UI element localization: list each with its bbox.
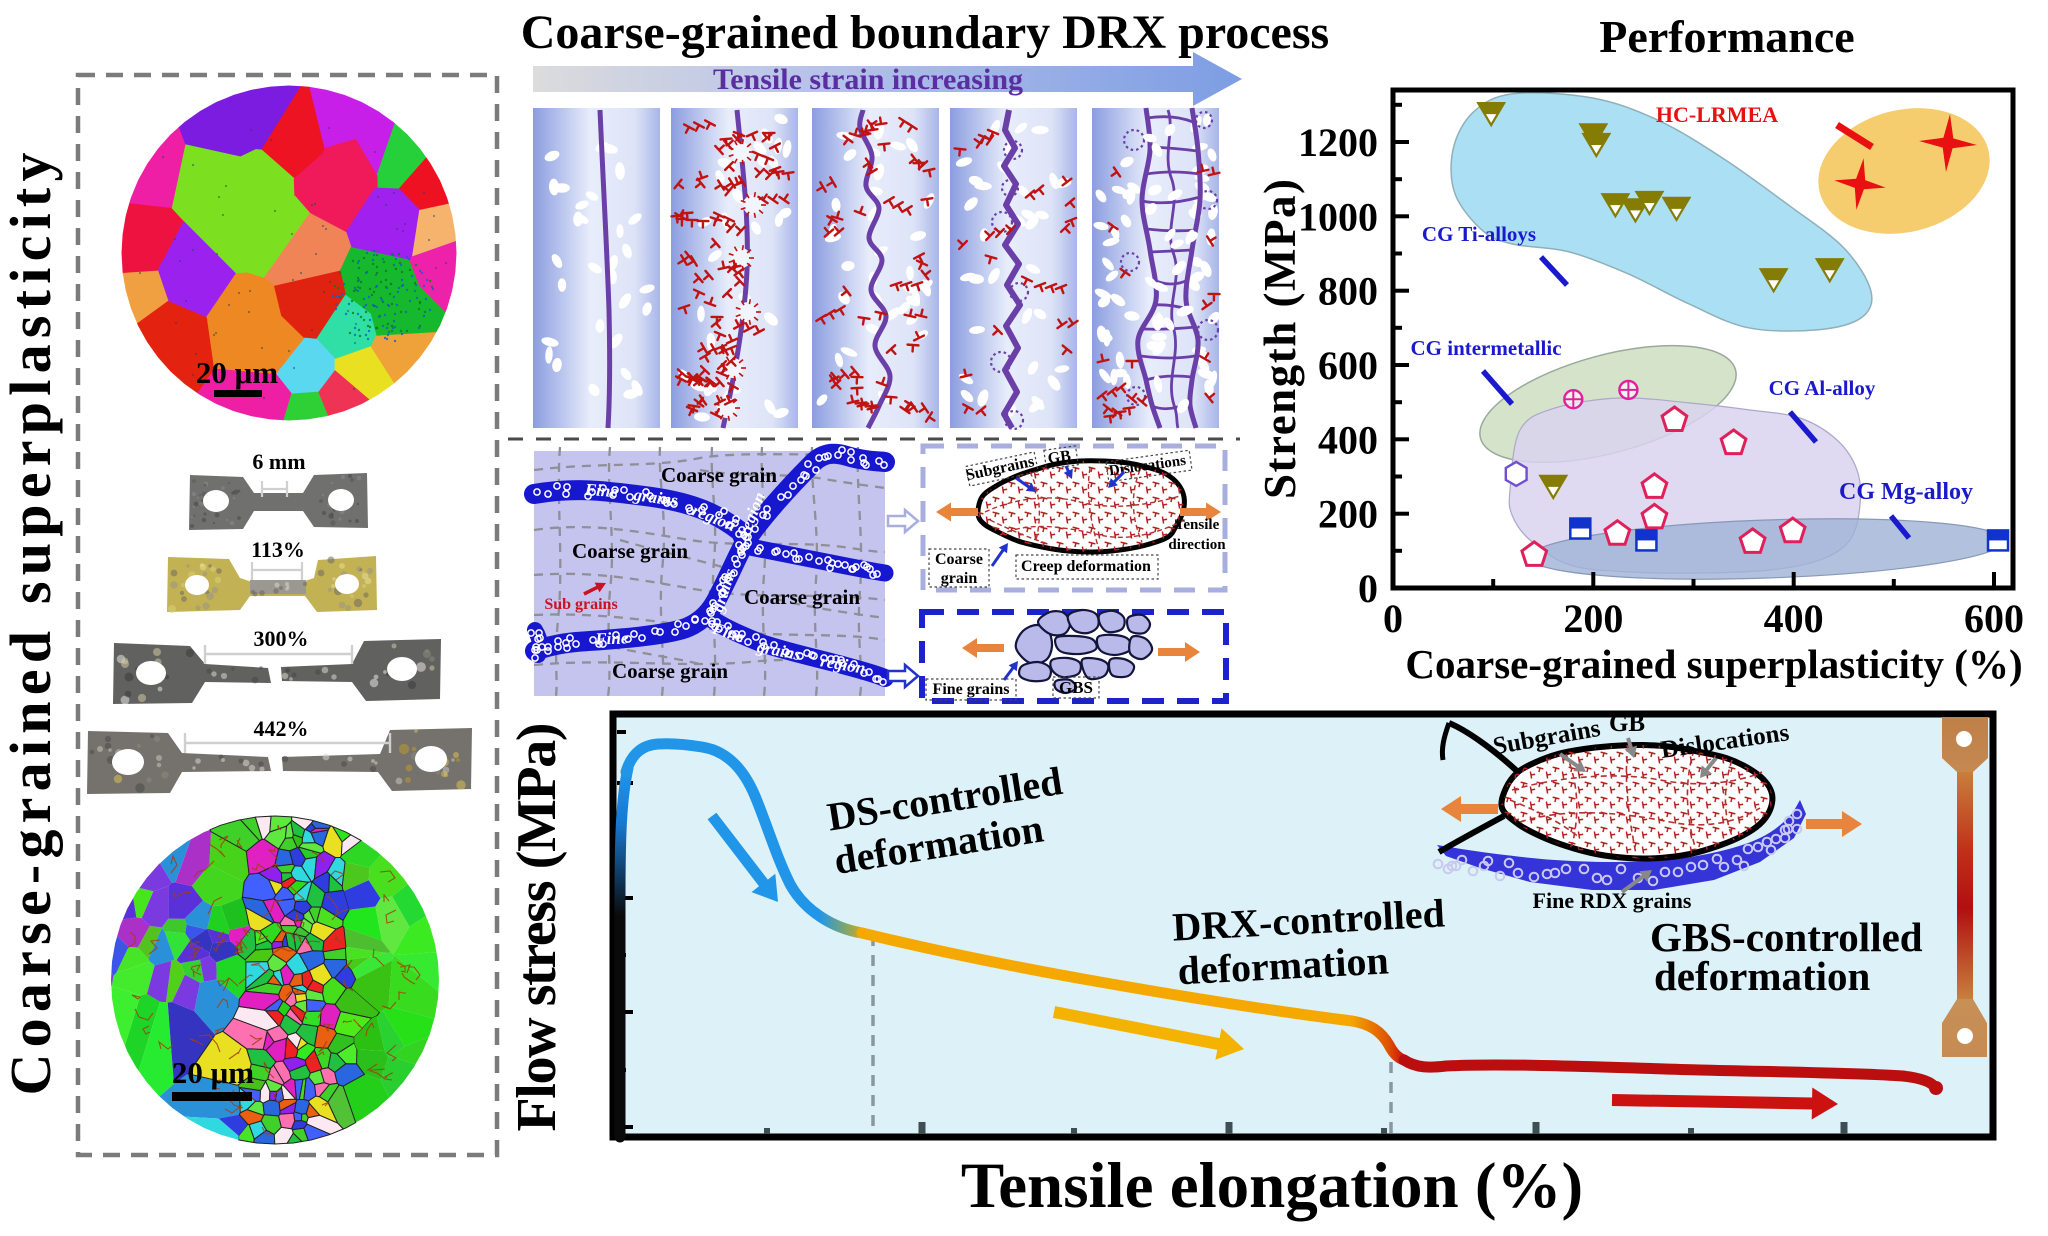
svg-text:Coarse: Coarse bbox=[935, 551, 983, 568]
svg-text:Fine grains: Fine grains bbox=[933, 681, 1010, 698]
svg-text:Coarse grain: Coarse grain bbox=[612, 659, 728, 683]
svg-text:600: 600 bbox=[1964, 596, 2024, 641]
svg-text:CG Mg-alloy: CG Mg-alloy bbox=[1839, 479, 1973, 505]
svg-text:20 μm: 20 μm bbox=[172, 1055, 254, 1090]
svg-text:Fine: Fine bbox=[594, 628, 629, 648]
svg-text:Strength (MPa): Strength (MPa) bbox=[1255, 179, 1305, 499]
svg-text:CG Al-alloy: CG Al-alloy bbox=[1769, 376, 1876, 400]
svg-text:6 mm: 6 mm bbox=[252, 449, 305, 474]
svg-text:0: 0 bbox=[1383, 596, 1403, 641]
svg-text:Tensile: Tensile bbox=[1175, 517, 1220, 533]
svg-text:deformation: deformation bbox=[1654, 953, 1871, 999]
svg-text:Tensile strain increasing: Tensile strain increasing bbox=[713, 63, 1023, 96]
svg-text:Creep deformation: Creep deformation bbox=[1021, 558, 1151, 575]
svg-text:Coarse-grained boundary DRX pr: Coarse-grained boundary DRX process bbox=[521, 6, 1329, 59]
svg-text:GB: GB bbox=[1609, 710, 1645, 737]
svg-text:Coarse grain: Coarse grain bbox=[744, 585, 860, 609]
svg-text:600: 600 bbox=[1318, 343, 1378, 388]
svg-text:Sub grains: Sub grains bbox=[544, 596, 617, 613]
svg-text:CG Ti-alloys: CG Ti-alloys bbox=[1422, 222, 1536, 246]
svg-text:400: 400 bbox=[1764, 596, 1824, 641]
svg-text:Fine RDX grains: Fine RDX grains bbox=[1533, 888, 1692, 913]
svg-text:0: 0 bbox=[1358, 566, 1378, 611]
svg-text:113%: 113% bbox=[251, 537, 305, 562]
svg-text:400: 400 bbox=[1318, 417, 1378, 462]
svg-text:Tensile elongation (%): Tensile elongation (%) bbox=[961, 1150, 1583, 1222]
svg-text:GB: GB bbox=[1047, 447, 1073, 467]
svg-text:deformation: deformation bbox=[1177, 937, 1390, 993]
svg-text:Coarse-grained superplasticity: Coarse-grained superplasticity (%) bbox=[1405, 641, 2022, 687]
svg-text:Performance: Performance bbox=[1599, 11, 1854, 62]
svg-text:300%: 300% bbox=[254, 626, 309, 651]
svg-text:Coarse grain: Coarse grain bbox=[572, 539, 688, 563]
svg-text:Fine: Fine bbox=[583, 480, 619, 501]
svg-text:GBS: GBS bbox=[1059, 678, 1093, 697]
svg-text:Coarse grain: Coarse grain bbox=[661, 463, 777, 487]
svg-text:1000: 1000 bbox=[1298, 194, 1378, 239]
svg-text:direction: direction bbox=[1168, 537, 1226, 553]
svg-text:442%: 442% bbox=[254, 716, 309, 741]
svg-text:HC-LRMEA: HC-LRMEA bbox=[1656, 102, 1778, 127]
svg-text:Coarse-grained superplasticity: Coarse-grained superplasticity bbox=[0, 153, 63, 1096]
svg-text:Flow stress (MPa): Flow stress (MPa) bbox=[506, 723, 568, 1132]
svg-text:800: 800 bbox=[1318, 269, 1378, 314]
svg-text:20 μm: 20 μm bbox=[196, 355, 278, 390]
svg-text:GBS-controlled: GBS-controlled bbox=[1650, 914, 1923, 960]
svg-text:1200: 1200 bbox=[1298, 120, 1378, 165]
svg-text:grain: grain bbox=[941, 570, 978, 587]
svg-text:200: 200 bbox=[1563, 596, 1623, 641]
svg-text:CG intermetallic: CG intermetallic bbox=[1410, 336, 1561, 360]
svg-text:200: 200 bbox=[1318, 492, 1378, 537]
